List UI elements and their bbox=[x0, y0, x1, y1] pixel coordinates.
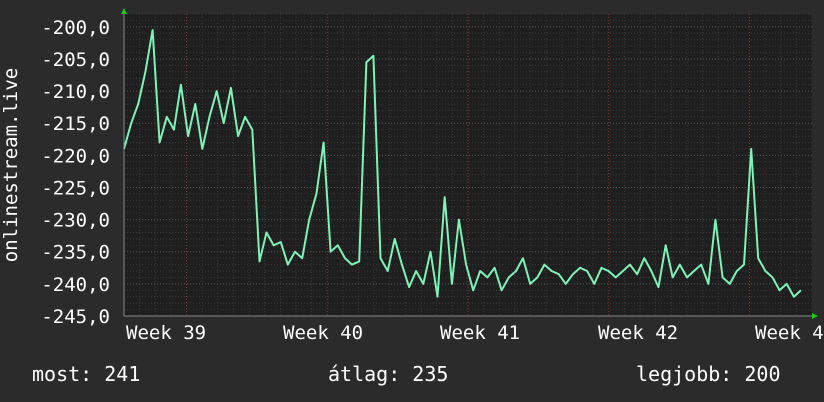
y-tick-label: -245,0 bbox=[41, 306, 110, 328]
x-tick-labels: Week 39 Week 40 Week 41 Week 42 Week 4 bbox=[126, 322, 824, 344]
x-tick-label: Week 40 bbox=[283, 322, 363, 344]
series-group bbox=[123, 29, 802, 298]
y-axis-arrow-icon bbox=[121, 8, 127, 14]
x-tick-label: Week 4 bbox=[755, 322, 824, 344]
y-tick-label: -230,0 bbox=[41, 210, 110, 232]
y-axis-label: onlinestream.live bbox=[0, 68, 22, 262]
current-value: most: 241 bbox=[32, 362, 141, 386]
y-tick-label: -215,0 bbox=[41, 113, 110, 135]
axes bbox=[121, 8, 818, 319]
average-value: átlag: 235 bbox=[328, 362, 449, 386]
y-tick-label: -225,0 bbox=[41, 177, 110, 199]
y-tick-labels: -200,0 -205,0 -210,0 -215,0 -220,0 -225,0 -230… bbox=[41, 17, 110, 328]
y-tick-label: -220,0 bbox=[41, 145, 110, 167]
x-tick-label: Week 42 bbox=[598, 322, 678, 344]
y-axis-label-container: onlinestream.live bbox=[0, 68, 22, 262]
grid-lines bbox=[124, 13, 812, 317]
series-line bbox=[123, 29, 802, 298]
x-axis-arrow-icon bbox=[812, 313, 818, 319]
x-tick-label: Week 39 bbox=[126, 322, 206, 344]
y-tick-label: -210,0 bbox=[41, 81, 110, 103]
x-grid-lines bbox=[123, 14, 797, 316]
y-tick-label: -235,0 bbox=[41, 242, 110, 264]
y-tick-label: -240,0 bbox=[41, 274, 110, 296]
x-tick-label: Week 41 bbox=[440, 322, 520, 344]
y-tick-label: -200,0 bbox=[41, 17, 110, 39]
y-tick-label: -205,0 bbox=[41, 49, 110, 71]
best-value: legjobb: 200 bbox=[636, 362, 781, 386]
